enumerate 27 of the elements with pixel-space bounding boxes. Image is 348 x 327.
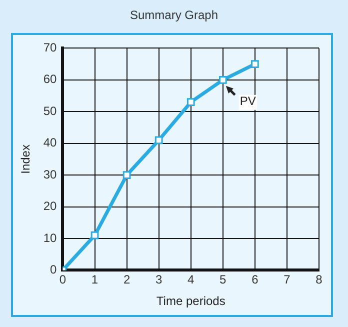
point — [90, 231, 99, 240]
x-tick-label: 2 — [123, 272, 130, 287]
point — [122, 171, 131, 179]
y-tick-label: 60 — [43, 72, 58, 86]
point — [251, 60, 259, 68]
y-tick-label: 70 — [43, 40, 58, 55]
point — [154, 136, 163, 144]
y-tick-label: 40 — [43, 136, 58, 150]
y-tick-label: 20 — [43, 199, 58, 214]
x-tick-label: 1 — [91, 272, 98, 287]
y-tick-label: 50 — [43, 104, 58, 118]
annotation: PV — [240, 94, 256, 108]
chart-title: Summary Graph — [128, 8, 220, 22]
x-tick-label: 4 — [188, 272, 195, 287]
point — [218, 76, 227, 84]
x-tick-label: 7 — [284, 272, 291, 287]
point — [186, 98, 195, 106]
y-axis-title: Index — [18, 144, 33, 174]
y-tick-label: 10 — [43, 230, 58, 245]
x-tick-label: 0 — [59, 272, 66, 287]
y-tick-label: 30 — [43, 167, 58, 182]
x-axis-title: Time periods — [156, 294, 226, 308]
x-tick-label: 3 — [156, 272, 162, 287]
x-tick-label: 8 — [316, 272, 323, 287]
y-tick-label: 0 — [50, 262, 58, 277]
x-tick-label: 6 — [252, 272, 259, 287]
x-tick-label: 5 — [220, 272, 227, 287]
